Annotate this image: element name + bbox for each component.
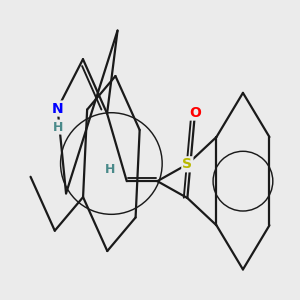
Text: S: S: [182, 157, 192, 171]
Text: N: N: [52, 101, 63, 116]
Text: O: O: [189, 106, 201, 119]
Text: H: H: [105, 163, 116, 176]
Text: H: H: [52, 121, 63, 134]
